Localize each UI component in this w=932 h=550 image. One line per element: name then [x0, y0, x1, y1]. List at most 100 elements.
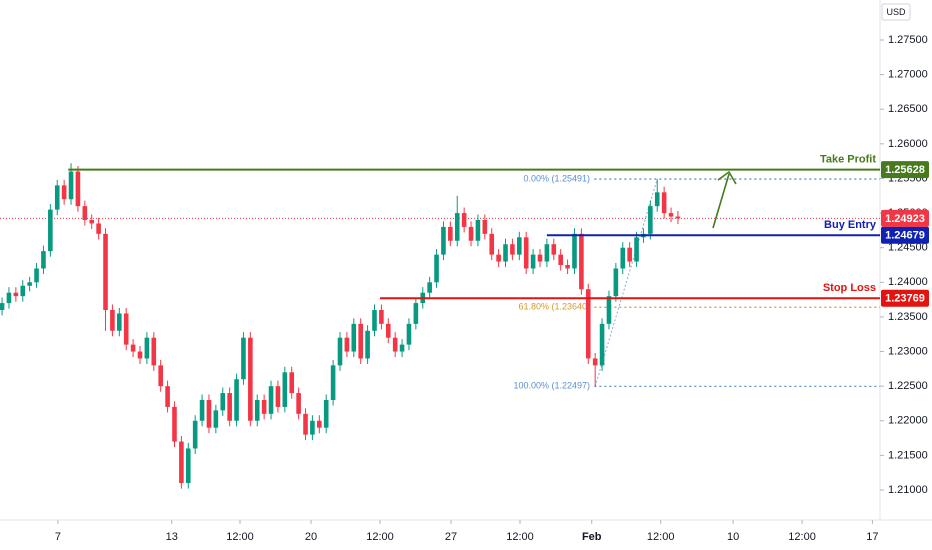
candle-body — [275, 386, 281, 407]
fib-label: 61.80% (1.23640) — [518, 302, 590, 312]
candle — [579, 228, 584, 295]
level-price-badge: 1.24679 — [885, 230, 925, 242]
candle-body — [392, 337, 398, 352]
candle-body — [254, 400, 260, 421]
candle — [344, 332, 350, 358]
level-name: Take Profit — [820, 154, 876, 166]
candle-body — [123, 313, 129, 345]
candle — [537, 249, 543, 268]
candle-body — [675, 216, 681, 219]
candle-body — [454, 213, 460, 241]
candle — [275, 380, 281, 413]
candle — [482, 214, 488, 240]
x-tick-label: 12:00 — [506, 531, 534, 543]
candle-body — [103, 233, 108, 310]
candle — [137, 346, 143, 364]
level-price-badge-bg — [881, 289, 929, 307]
candle — [6, 287, 12, 309]
candle — [268, 380, 274, 420]
candle-body — [310, 420, 315, 435]
candle — [599, 318, 605, 371]
candle-body — [489, 233, 495, 255]
candle-body — [54, 185, 60, 210]
candle — [199, 394, 205, 427]
candle — [517, 231, 522, 261]
x-tick-label: 12:00 — [647, 531, 675, 543]
candle — [351, 318, 357, 358]
candle-body — [261, 400, 267, 414]
candle — [392, 332, 398, 358]
candle-body — [234, 379, 239, 421]
candle-body — [572, 233, 577, 269]
candle-body — [406, 323, 412, 345]
candle-body — [551, 244, 557, 255]
candle — [261, 394, 267, 420]
candle-body — [110, 310, 115, 331]
candle — [427, 276, 432, 299]
candle-body — [282, 372, 288, 407]
candle — [379, 304, 384, 330]
candle — [296, 387, 301, 420]
currency-box — [881, 3, 911, 21]
candle-body — [434, 254, 439, 283]
candle — [461, 207, 467, 233]
candle-body — [627, 247, 632, 262]
candle — [13, 287, 19, 302]
candle-body — [599, 323, 605, 366]
candle-body — [117, 313, 122, 331]
candle — [172, 401, 177, 448]
candle — [227, 387, 232, 427]
y-tick-label: 1.26000 — [888, 138, 928, 150]
candle — [648, 200, 653, 240]
fib-trend-line — [594, 178, 658, 387]
candle-body — [461, 213, 467, 227]
candle-body — [137, 351, 143, 359]
candle-body — [192, 420, 198, 449]
candle-body — [661, 192, 667, 214]
candle — [179, 436, 184, 489]
candle — [675, 211, 681, 225]
candle — [282, 366, 288, 413]
candle — [613, 262, 619, 302]
candle-body — [296, 393, 301, 414]
candle — [489, 228, 495, 261]
candle-body — [227, 393, 232, 421]
candle-body — [482, 220, 488, 234]
candle — [558, 249, 563, 271]
candle — [234, 373, 239, 427]
candle — [496, 249, 501, 268]
candle-body — [6, 292, 12, 304]
candle — [151, 332, 157, 371]
candle-body — [475, 220, 481, 241]
x-tick-label: 13 — [166, 531, 178, 543]
candle — [303, 408, 308, 441]
candle — [406, 318, 412, 351]
candle-body — [41, 251, 46, 269]
candle-body — [172, 406, 177, 442]
candle — [323, 394, 329, 434]
candle — [130, 339, 136, 358]
candle-body — [75, 171, 81, 207]
candle — [241, 332, 246, 385]
candle — [317, 415, 322, 434]
candle — [96, 217, 101, 240]
candle — [668, 207, 674, 223]
y-tick-label: 1.27000 — [888, 69, 928, 81]
candle-body — [206, 400, 212, 428]
candle-body — [620, 247, 626, 269]
candle-body — [199, 400, 205, 421]
y-tick-label: 1.23500 — [888, 311, 928, 323]
candle — [48, 204, 53, 257]
candle-body — [448, 226, 453, 241]
candle-body — [544, 244, 550, 262]
candle-body — [179, 441, 184, 484]
candle — [213, 404, 219, 434]
candle-body — [289, 372, 295, 394]
candle-body — [503, 244, 508, 262]
candle-body — [220, 393, 226, 411]
candle-body — [89, 220, 95, 224]
candle-body — [510, 244, 515, 255]
candle — [434, 249, 439, 288]
candle — [454, 195, 460, 247]
